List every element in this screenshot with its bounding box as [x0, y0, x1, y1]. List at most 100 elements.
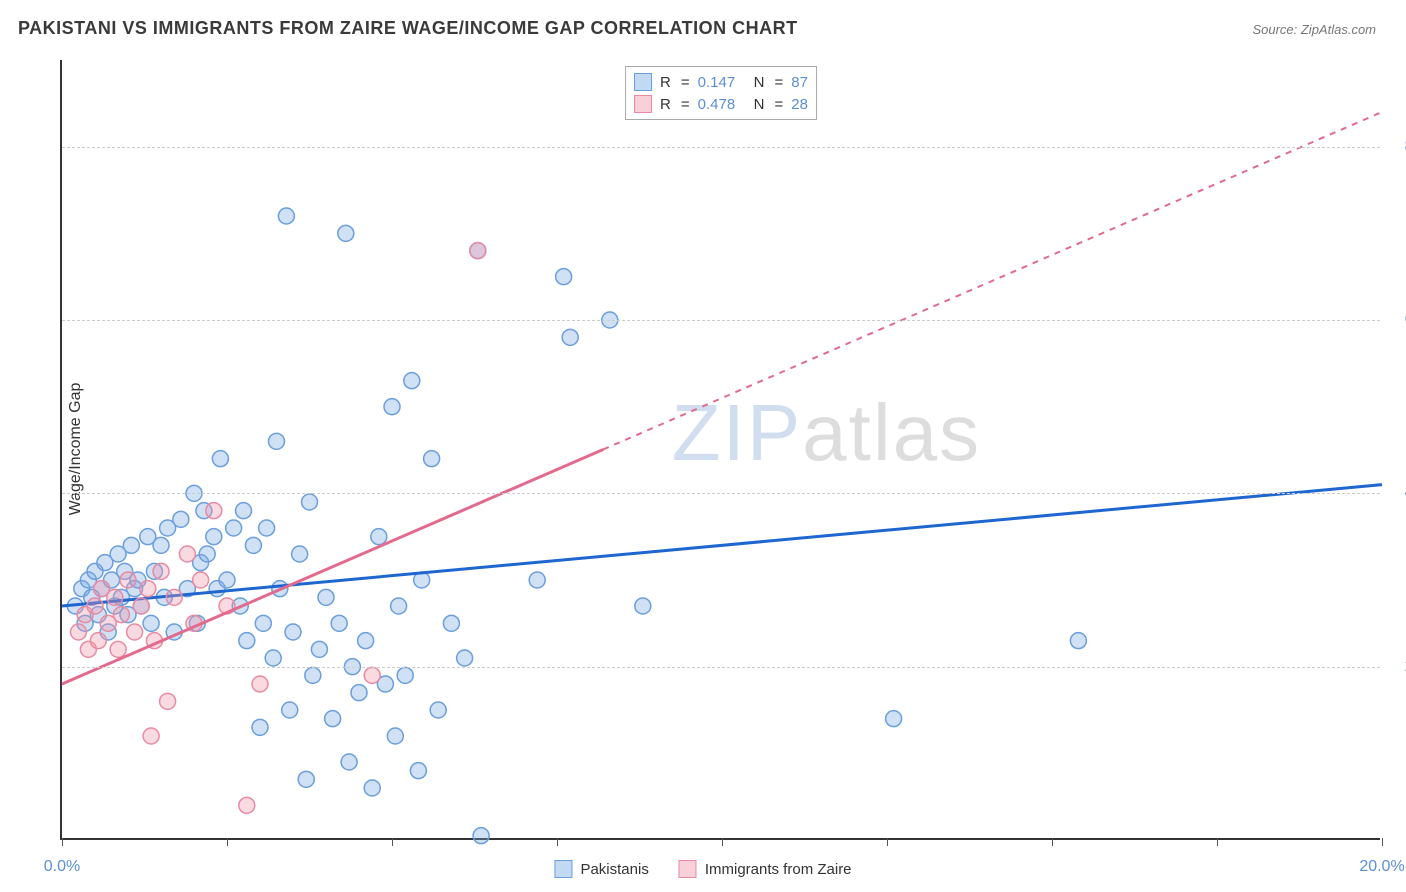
- data-point-pakistanis: [278, 208, 294, 224]
- data-point-pakistanis: [351, 685, 367, 701]
- data-point-pakistanis: [358, 633, 374, 649]
- data-point-zaire: [193, 572, 209, 588]
- data-point-pakistanis: [239, 633, 255, 649]
- trend-line-extrapolated-zaire: [603, 112, 1382, 449]
- x-tick: [722, 838, 723, 846]
- data-point-zaire: [110, 641, 126, 657]
- data-point-pakistanis: [245, 537, 261, 553]
- swatch-zaire-bottom: [679, 860, 697, 878]
- x-tick: [1217, 838, 1218, 846]
- data-point-pakistanis: [292, 546, 308, 562]
- data-point-pakistanis: [285, 624, 301, 640]
- data-point-pakistanis: [153, 537, 169, 553]
- data-point-zaire: [140, 581, 156, 597]
- data-point-pakistanis: [252, 719, 268, 735]
- data-point-pakistanis: [173, 511, 189, 527]
- data-point-zaire: [133, 598, 149, 614]
- data-point-pakistanis: [457, 650, 473, 666]
- data-point-pakistanis: [259, 520, 275, 536]
- data-point-pakistanis: [255, 615, 271, 631]
- legend-label-zaire: Immigrants from Zaire: [705, 861, 852, 878]
- data-point-pakistanis: [430, 702, 446, 718]
- data-point-pakistanis: [443, 615, 459, 631]
- chart-title: PAKISTANI VS IMMIGRANTS FROM ZAIRE WAGE/…: [18, 18, 798, 39]
- gridline: [62, 320, 1380, 321]
- x-tick: [62, 838, 63, 846]
- data-point-pakistanis: [212, 451, 228, 467]
- plot-svg: [62, 60, 1380, 838]
- data-point-pakistanis: [325, 711, 341, 727]
- trend-line-zaire: [62, 449, 603, 684]
- data-point-zaire: [90, 633, 106, 649]
- data-point-zaire: [206, 503, 222, 519]
- swatch-pakistanis-bottom: [554, 860, 572, 878]
- data-point-pakistanis: [384, 399, 400, 415]
- data-point-zaire: [113, 607, 129, 623]
- data-point-pakistanis: [391, 598, 407, 614]
- series-legend: Pakistanis Immigrants from Zaire: [554, 860, 851, 878]
- plot-area: Wage/Income Gap ZIPatlas R = 0.147 N = 8…: [60, 60, 1380, 840]
- data-point-pakistanis: [371, 529, 387, 545]
- data-point-zaire: [470, 243, 486, 259]
- data-point-pakistanis: [1070, 633, 1086, 649]
- source-attribution: Source: ZipAtlas.com: [1252, 22, 1376, 37]
- data-point-pakistanis: [364, 780, 380, 796]
- data-point-pakistanis: [318, 589, 334, 605]
- data-point-pakistanis: [404, 373, 420, 389]
- data-point-pakistanis: [473, 828, 489, 844]
- data-point-pakistanis: [635, 598, 651, 614]
- data-point-zaire: [120, 572, 136, 588]
- data-point-pakistanis: [562, 329, 578, 345]
- data-point-zaire: [239, 797, 255, 813]
- gridline: [62, 667, 1380, 668]
- legend-label-pakistanis: Pakistanis: [580, 861, 648, 878]
- x-tick: [1052, 838, 1053, 846]
- y-tick-label: 60.0%: [1390, 311, 1406, 329]
- data-point-pakistanis: [123, 537, 139, 553]
- y-tick-label: 40.0%: [1390, 484, 1406, 502]
- x-tick: [227, 838, 228, 846]
- data-point-zaire: [107, 589, 123, 605]
- x-tick: [887, 838, 888, 846]
- data-point-pakistanis: [529, 572, 545, 588]
- data-point-pakistanis: [410, 763, 426, 779]
- data-point-pakistanis: [338, 225, 354, 241]
- y-tick-label: 20.0%: [1390, 658, 1406, 676]
- data-point-pakistanis: [387, 728, 403, 744]
- x-tick-label: 0.0%: [44, 858, 80, 876]
- x-tick: [392, 838, 393, 846]
- data-point-zaire: [71, 624, 87, 640]
- data-point-pakistanis: [397, 667, 413, 683]
- data-point-pakistanis: [331, 615, 347, 631]
- data-point-pakistanis: [424, 451, 440, 467]
- data-point-pakistanis: [886, 711, 902, 727]
- x-tick: [1382, 838, 1383, 846]
- data-point-pakistanis: [236, 503, 252, 519]
- gridline: [62, 147, 1380, 148]
- data-point-pakistanis: [219, 572, 235, 588]
- data-point-pakistanis: [265, 650, 281, 666]
- data-point-zaire: [166, 589, 182, 605]
- x-tick-label: 20.0%: [1359, 858, 1404, 876]
- data-point-pakistanis: [302, 494, 318, 510]
- data-point-pakistanis: [226, 520, 242, 536]
- data-point-zaire: [127, 624, 143, 640]
- gridline: [62, 493, 1380, 494]
- data-point-pakistanis: [556, 269, 572, 285]
- data-point-zaire: [252, 676, 268, 692]
- x-tick: [557, 838, 558, 846]
- y-tick-label: 80.0%: [1390, 138, 1406, 156]
- legend-item-zaire: Immigrants from Zaire: [679, 860, 852, 878]
- data-point-zaire: [153, 563, 169, 579]
- data-point-pakistanis: [341, 754, 357, 770]
- data-point-pakistanis: [298, 771, 314, 787]
- data-point-pakistanis: [206, 529, 222, 545]
- data-point-pakistanis: [311, 641, 327, 657]
- data-point-zaire: [87, 598, 103, 614]
- data-point-zaire: [143, 728, 159, 744]
- data-point-pakistanis: [269, 433, 285, 449]
- data-point-pakistanis: [282, 702, 298, 718]
- data-point-pakistanis: [143, 615, 159, 631]
- data-point-zaire: [179, 546, 195, 562]
- data-point-pakistanis: [199, 546, 215, 562]
